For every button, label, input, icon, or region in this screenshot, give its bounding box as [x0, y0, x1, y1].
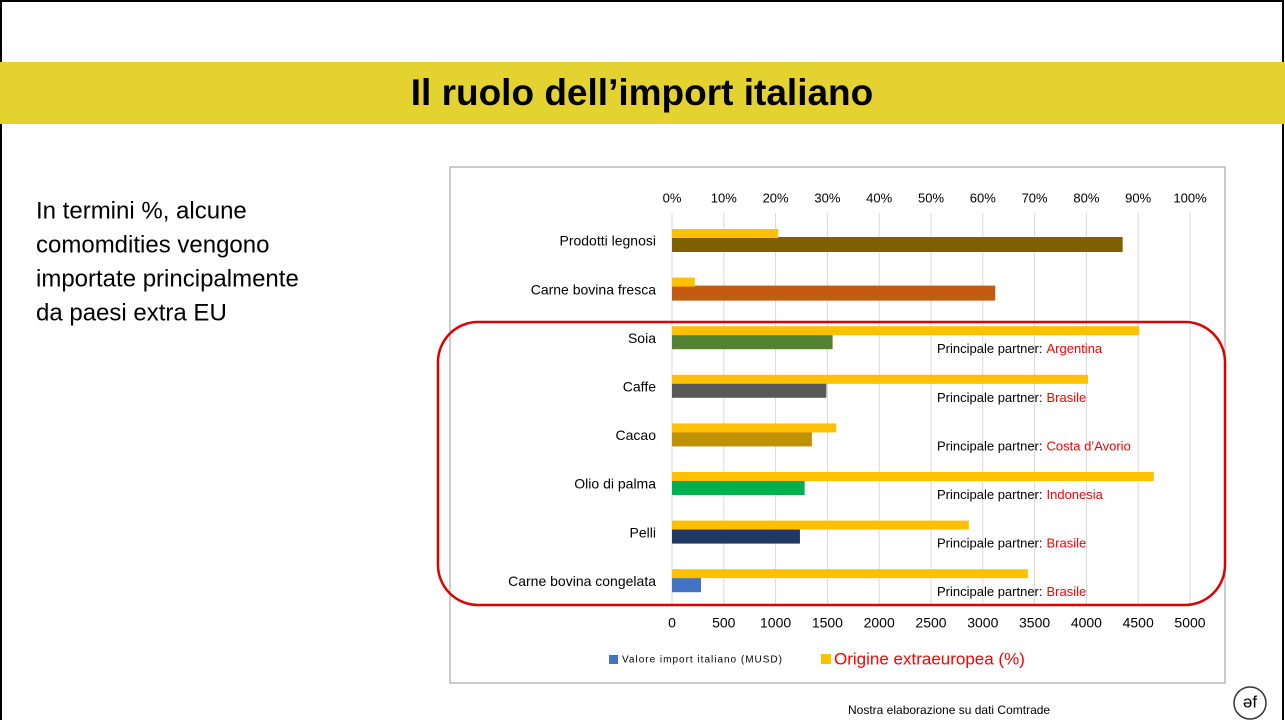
bar: [672, 577, 702, 593]
annotation-partner: Argentina: [1047, 342, 1103, 357]
annotation-label: Principale partner:: [937, 536, 1043, 551]
intro-line: da paesi extra EU: [36, 299, 227, 326]
annotation: Principale partner: Argentina: [937, 342, 1103, 357]
logo: [1233, 686, 1267, 720]
intro-line: In termini %, alcune: [36, 197, 247, 224]
x-tick-label: 500: [712, 615, 736, 631]
annotation: Principale partner: Brasile: [937, 585, 1086, 600]
category-label: Pelli: [630, 524, 656, 540]
bar: [672, 423, 837, 433]
title: Il ruolo dell’import italiano: [411, 72, 874, 113]
bar: [672, 374, 1088, 384]
annotation: Principale partner: Brasile: [937, 536, 1086, 551]
category-label: Soia: [628, 330, 656, 346]
x-tick-label: 2500: [915, 615, 946, 631]
x-tick-label: 4000: [1071, 615, 1102, 631]
x-tick-label: 0: [668, 615, 676, 631]
annotation-partner: Brasile: [1047, 585, 1087, 600]
x2-tick-label: 20%: [763, 190, 789, 205]
x2-tick-label: 40%: [866, 190, 892, 205]
chart-frame: [449, 166, 1226, 684]
category-label: Prodotti legnosi: [559, 233, 656, 249]
x-tick-label: 3000: [967, 615, 998, 631]
bar: [672, 472, 1154, 481]
x2-tick-label: 30%: [814, 190, 840, 205]
x2-tick-label: 0%: [663, 190, 682, 205]
annotation: Principale partner: Indonesia: [937, 487, 1104, 502]
legend-swatch: [821, 654, 831, 664]
annotation: Principale partner: Brasile: [937, 390, 1086, 405]
annotation-label: Principale partner:: [937, 342, 1043, 357]
x-tick-label: 4500: [1123, 615, 1154, 631]
bar: [672, 285, 996, 301]
title-band: [0, 62, 1285, 124]
x2-tick-label: 70%: [1022, 190, 1048, 205]
annotation-label: Principale partner:: [937, 439, 1043, 454]
x2-tick-label: 90%: [1125, 190, 1151, 205]
annotation-partner: Brasile: [1047, 536, 1087, 551]
annotation-partner: Indonesia: [1047, 487, 1104, 502]
annotation: Principale partner: Costa d’Avorio: [937, 439, 1131, 454]
annotation-partner: Brasile: [1047, 390, 1087, 405]
intro-line: comomdities vengono: [36, 231, 269, 258]
category-label: Carne bovina congelata: [508, 573, 656, 589]
annotation-partner: Costa d’Avorio: [1047, 439, 1131, 454]
bar: [672, 326, 1140, 336]
bar: [672, 520, 969, 530]
annotation-label: Principale partner:: [937, 390, 1043, 405]
x-tick-label: 2000: [864, 615, 895, 631]
annotation-label: Principale partner:: [937, 585, 1043, 600]
bar: [672, 431, 812, 447]
category-label: Olio di palma: [574, 476, 656, 492]
x2-tick-label: 10%: [711, 190, 737, 205]
category-label: Carne bovina fresca: [531, 281, 657, 297]
x-tick-label: 5000: [1174, 615, 1205, 631]
bar: [672, 569, 1028, 579]
x-tick-label: 3500: [1019, 615, 1050, 631]
highlight-box: [436, 320, 1227, 607]
footer: Nostra elaborazione su dati Comtrade: [848, 703, 1050, 717]
bar: [672, 528, 800, 544]
bar: [672, 237, 1123, 252]
x2-tick-label: 100%: [1173, 190, 1207, 205]
x2-tick-label: 60%: [970, 190, 996, 205]
annotation-label: Principale partner:: [937, 487, 1043, 502]
bar: [672, 334, 833, 350]
x-tick-label: 1000: [760, 615, 791, 631]
bar: [672, 382, 827, 398]
x-tick-label: 1500: [812, 615, 843, 631]
bar: [672, 229, 779, 238]
category-label: Caffe: [623, 379, 656, 395]
x2-tick-label: 50%: [918, 190, 944, 205]
intro-line: importate principalmente: [36, 265, 299, 292]
bar: [672, 480, 805, 495]
logo-text: əf: [1243, 692, 1257, 711]
bar: [672, 277, 695, 287]
legend-label: Origine extraeuropea (%): [834, 649, 1025, 668]
category-label: Cacao: [616, 427, 657, 443]
legend-label: Valore import italiano (MUSD): [622, 655, 782, 666]
x2-tick-label: 80%: [1073, 190, 1099, 205]
legend-swatch: [609, 655, 618, 664]
